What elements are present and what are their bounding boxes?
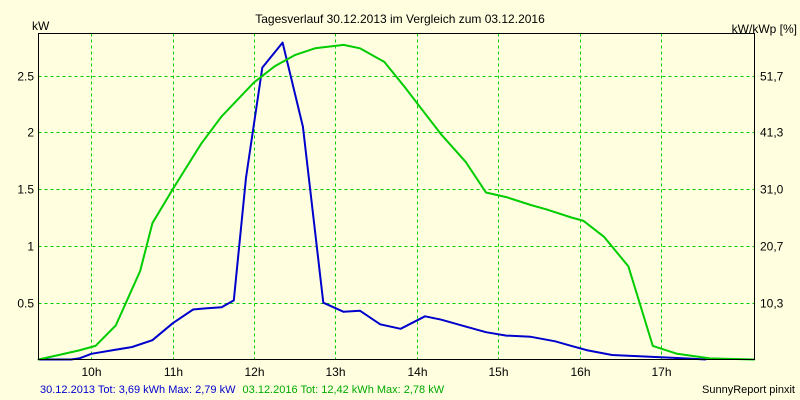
data-point-series-1	[172, 322, 174, 325]
legend-series-1: 30.12.2013 Tot: 3,69 kWh Max: 2,79 kW	[40, 384, 236, 396]
data-point-series-2	[115, 324, 117, 327]
data-point-series-2	[570, 216, 573, 219]
y-tick-label-right: 31,0	[760, 183, 784, 197]
data-point-series-1	[302, 125, 304, 128]
data-point-series-1	[635, 355, 638, 357]
data-point-series-1	[204, 307, 207, 310]
x-tick-label: 11h	[164, 365, 183, 379]
data-point-series-2	[359, 47, 361, 50]
data-point-series-2	[485, 191, 487, 194]
data-point-series-2	[58, 354, 60, 356]
y-tick-label-left: 2	[27, 126, 34, 140]
y-tick-label-left: 1	[27, 240, 34, 254]
data-point-series-2	[546, 208, 548, 211]
plot-border	[38, 33, 755, 360]
y-axis-right-label: kW/kWp [%]	[732, 22, 797, 36]
data-point-series-1	[399, 328, 402, 330]
x-tick-label: 12h	[244, 365, 264, 379]
data-point-series-2	[314, 47, 316, 50]
data-point-series-2	[253, 81, 255, 84]
data-point-series-2	[78, 349, 80, 352]
data-point-series-1	[530, 336, 532, 338]
x-tick-label: 17h	[651, 365, 671, 379]
data-point-series-2	[273, 65, 276, 68]
data-point-series-1	[233, 299, 235, 302]
data-point-series-2	[505, 196, 508, 198]
data-point-series-1	[281, 41, 284, 44]
data-point-series-1	[660, 356, 662, 359]
x-tick-label: 10h	[81, 365, 101, 379]
data-point-series-2	[200, 142, 202, 145]
data-point-series-2	[220, 115, 223, 118]
data-point-series-2	[94, 345, 97, 347]
data-point-series-1	[90, 353, 93, 355]
y-tick-label-right: 51,7	[760, 70, 784, 84]
data-point-series-2	[342, 44, 345, 46]
data-point-series-2	[403, 86, 406, 88]
data-point-series-2	[603, 236, 605, 238]
x-tick-label: 14h	[407, 365, 427, 379]
series-line-1	[38, 41, 706, 361]
data-point-series-1	[78, 357, 80, 360]
data-point-series-2	[294, 54, 296, 56]
grid	[38, 33, 755, 360]
legend-series-2: 03.12.2016 Tot: 12,42 kWh Max: 2,78 kW	[243, 384, 445, 396]
data-point-series-1	[684, 357, 687, 360]
data-point-series-1	[379, 323, 382, 326]
data-point-series-1	[424, 315, 426, 318]
data-point-series-1	[131, 346, 133, 348]
data-point-series-1	[110, 349, 113, 352]
data-point-series-1	[586, 349, 589, 352]
x-ticks: 10h 11h 12h 13h 14h 15h 16h 17h	[81, 365, 671, 379]
plot-area	[38, 33, 755, 360]
data-point-series-2	[139, 270, 141, 272]
data-point-series-1	[342, 311, 345, 313]
data-point-series-1	[440, 318, 443, 321]
footer-legend: 30.12.2013 Tot: 3,69 kWh Max: 2,79 kW 03…	[40, 384, 445, 396]
series-layer	[37, 41, 756, 361]
data-point-series-1	[464, 325, 467, 328]
data-point-series-1	[554, 340, 556, 343]
y-axis-left-label: kW	[32, 19, 50, 33]
y-tick-label-left: 0.5	[17, 297, 34, 311]
data-point-series-2	[582, 220, 585, 222]
data-point-series-1	[505, 334, 508, 337]
y-ticks-left: 0.5 1 1.5 2 2.5	[17, 70, 34, 311]
data-point-series-1	[220, 306, 223, 309]
data-point-series-2	[530, 204, 532, 206]
data-point-series-1	[485, 331, 487, 334]
y-ticks-right: 10,3 20,7 31,0 41,3 51,7	[760, 70, 784, 311]
data-point-series-2	[383, 61, 386, 63]
data-point-series-2	[440, 133, 443, 136]
data-point-series-2	[172, 188, 174, 190]
data-point-series-2	[627, 265, 630, 268]
data-point-series-1	[359, 309, 361, 312]
data-point-series-2	[652, 345, 654, 347]
data-point-series-1	[611, 354, 613, 356]
data-point-series-2	[676, 353, 678, 355]
x-tick-label: 15h	[488, 365, 508, 379]
data-point-series-1	[570, 345, 573, 347]
data-point-series-2	[464, 161, 467, 163]
y-tick-label-right: 41,3	[760, 126, 784, 140]
y-tick-label-right: 20,7	[760, 240, 784, 254]
data-point-series-1	[151, 339, 154, 342]
chart-title: Tagesverlauf 30.12.2013 im Vergleich zum…	[255, 12, 545, 26]
data-point-series-1	[245, 177, 247, 179]
data-point-series-2	[709, 357, 711, 360]
y-tick-label-right: 10,3	[760, 297, 784, 311]
x-tick-label: 13h	[325, 365, 345, 379]
y-tick-label-left: 1.5	[17, 183, 34, 197]
data-point-series-2	[416, 102, 418, 104]
credit-text: SunnyReport pinxit	[702, 384, 795, 396]
x-tick-label: 16h	[570, 365, 590, 379]
data-point-series-2	[151, 222, 154, 224]
data-point-series-1	[192, 308, 194, 311]
data-point-series-1	[322, 301, 325, 304]
data-point-series-1	[261, 66, 264, 69]
y-tick-label-left: 2.5	[17, 70, 34, 84]
